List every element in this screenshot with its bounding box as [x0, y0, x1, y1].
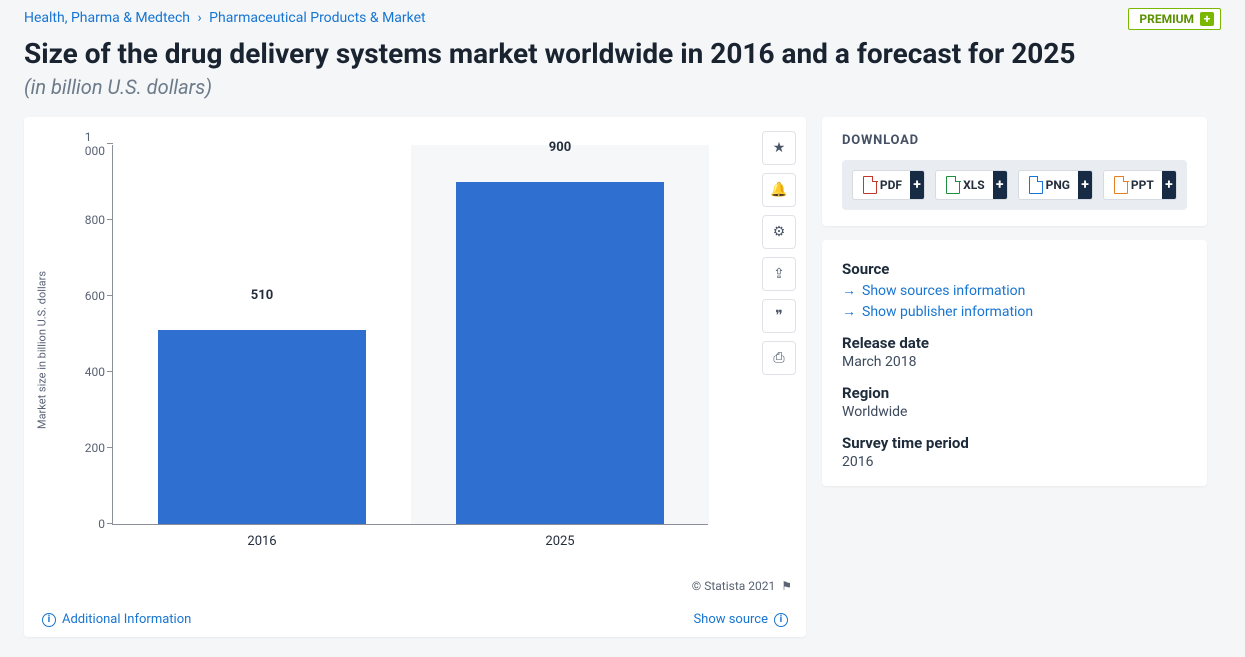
share-icon[interactable]: ⇪ [762, 257, 796, 291]
show-sources-label: Show sources information [862, 283, 1025, 299]
download-heading: DOWNLOAD [842, 133, 1187, 148]
plus-icon: + [993, 171, 1007, 199]
chart-toolbar: ★ 🔔 ⚙ ⇪ ❞ ⎙ [762, 131, 796, 375]
print-icon[interactable]: ⎙ [762, 341, 796, 375]
y-tick-mark [107, 523, 113, 524]
plus-icon: + [1162, 171, 1176, 199]
download-format-label: PDF [880, 178, 910, 192]
y-axis-label: Market size in billion U.S. dollars [36, 271, 49, 429]
y-tick-label: 400 [85, 365, 113, 379]
release-date-heading: Release date [842, 334, 1187, 352]
breadcrumb-link[interactable]: Pharmaceutical Products & Market [209, 10, 425, 26]
meta-panel: Source → Show sources information → Show… [822, 240, 1207, 486]
premium-badge[interactable]: PREMIUM + [1128, 8, 1221, 30]
bell-icon[interactable]: 🔔 [762, 173, 796, 207]
page-title: Size of the drug delivery systems market… [24, 36, 1221, 71]
y-tick-mark [107, 143, 113, 144]
download-pdf-button[interactable]: PDF+ [852, 170, 925, 200]
breadcrumb: Health, Pharma & Medtech › Pharmaceutica… [24, 8, 426, 26]
flag-icon[interactable]: ⚑ [781, 579, 792, 593]
download-panel: DOWNLOAD PDF+XLS+PNG+PPT+ [822, 117, 1207, 226]
chart-copyright-text: © Statista 2021 [692, 579, 775, 593]
chart-panel: ★ 🔔 ⚙ ⇪ ❞ ⎙ Market size in billion U.S. dolla… [24, 117, 806, 637]
download-png-button[interactable]: PNG+ [1018, 170, 1093, 200]
bar-value-label: 510 [251, 288, 273, 309]
info-icon: i [42, 613, 56, 627]
plus-icon: + [1200, 12, 1214, 26]
info-icon: i [774, 613, 788, 627]
pdf-file-icon [861, 176, 874, 194]
gear-icon[interactable]: ⚙ [762, 215, 796, 249]
chart-plot: 02004006008001 00051020169002025 [112, 145, 708, 525]
plus-icon: + [910, 171, 924, 199]
download-format-label: PNG [1046, 178, 1078, 192]
arrow-right-icon: → [842, 303, 856, 320]
y-tick-label: 800 [85, 213, 113, 227]
additional-information-label: Additional Information [62, 612, 191, 627]
y-tick-label: 0 [98, 517, 113, 531]
download-format-label: XLS [963, 178, 993, 192]
y-tick-label: 200 [85, 441, 113, 455]
download-format-label: PPT [1131, 178, 1162, 192]
show-publisher-link[interactable]: → Show publisher information [842, 303, 1033, 320]
x-tick-label: 2025 [545, 524, 574, 549]
survey-period-value: 2016 [842, 454, 1187, 470]
additional-information-link[interactable]: i Additional Information [42, 612, 191, 627]
png-file-icon [1027, 176, 1040, 194]
chart-area: Market size in billion U.S. dollars 0200… [48, 135, 728, 565]
breadcrumb-separator: › [193, 10, 205, 26]
download-xls-button[interactable]: XLS+ [935, 170, 1008, 200]
xls-file-icon [944, 176, 957, 194]
y-tick-mark [107, 371, 113, 372]
download-buttons: PDF+XLS+PNG+PPT+ [842, 160, 1187, 210]
plus-icon: + [1078, 171, 1092, 199]
y-tick-mark [107, 447, 113, 448]
region-heading: Region [842, 384, 1187, 402]
show-publisher-label: Show publisher information [862, 304, 1033, 320]
chart-copyright: © Statista 2021 ⚑ [692, 579, 792, 593]
bar[interactable] [456, 182, 665, 524]
y-tick-mark [107, 219, 113, 220]
show-source-link[interactable]: Show source i [693, 612, 788, 627]
show-source-label: Show source [693, 612, 768, 627]
quote-icon[interactable]: ❞ [762, 299, 796, 333]
release-date-value: March 2018 [842, 354, 1187, 370]
region-value: Worldwide [842, 404, 1187, 420]
source-heading: Source [842, 260, 1187, 278]
bar[interactable] [158, 330, 367, 524]
download-ppt-button[interactable]: PPT+ [1103, 170, 1177, 200]
breadcrumb-link[interactable]: Health, Pharma & Medtech [24, 10, 190, 26]
ppt-file-icon [1112, 176, 1125, 194]
premium-label: PREMIUM [1139, 12, 1194, 26]
survey-period-heading: Survey time period [842, 434, 1187, 452]
bar-value-label: 900 [549, 140, 571, 161]
x-tick-label: 2016 [247, 524, 276, 549]
y-tick-label: 600 [85, 289, 113, 303]
arrow-right-icon: → [842, 282, 856, 299]
page-subtitle: (in billion U.S. dollars) [24, 75, 1221, 99]
y-tick-label: 1 000 [85, 130, 113, 158]
favorite-icon[interactable]: ★ [762, 131, 796, 165]
show-sources-link[interactable]: → Show sources information [842, 282, 1025, 299]
y-tick-mark [107, 295, 113, 296]
